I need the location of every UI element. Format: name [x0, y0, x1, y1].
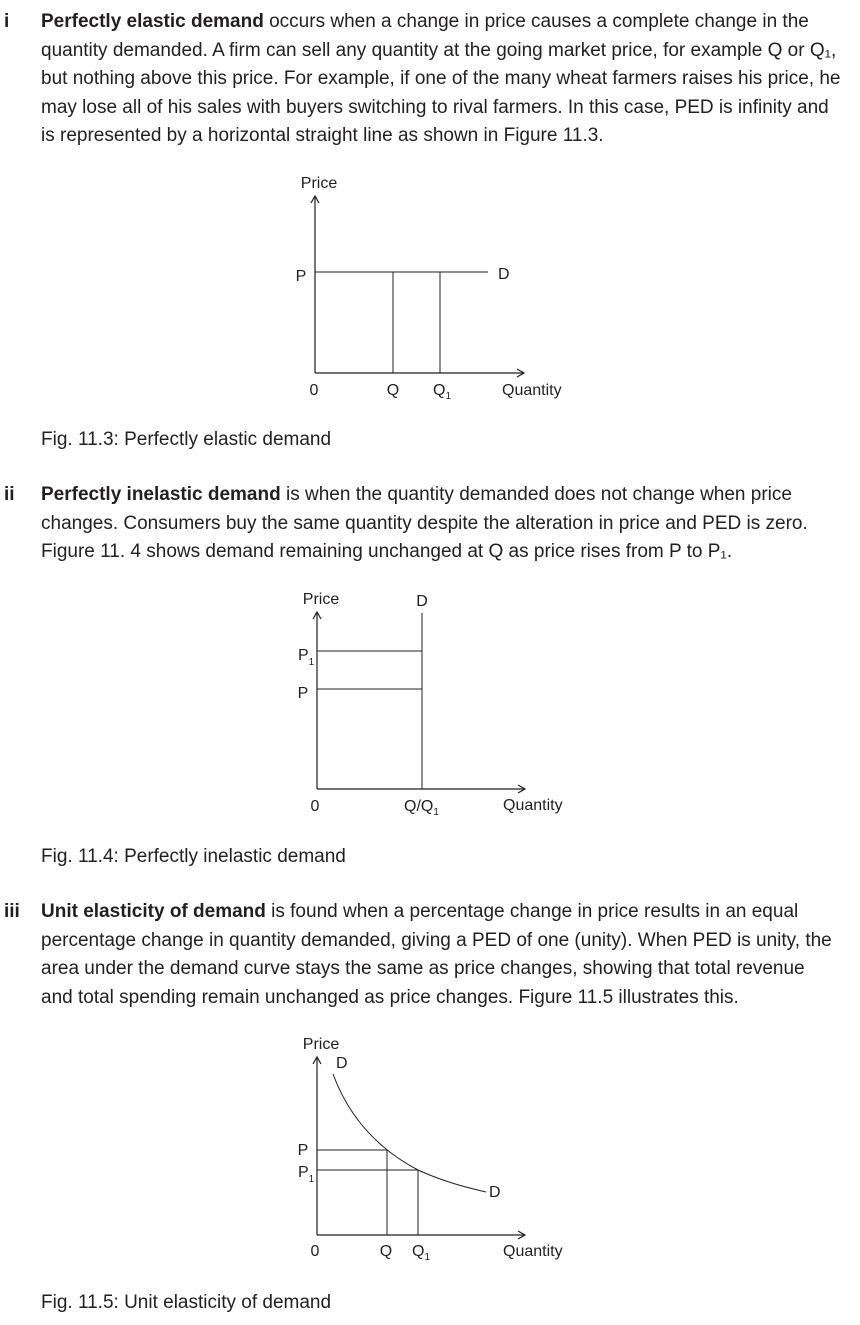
q1-label-sub: 1 [424, 1252, 430, 1263]
q1-label-sub: 1 [445, 391, 451, 402]
y-axis-arrow [310, 194, 320, 204]
q-label-sub: 1 [433, 807, 439, 818]
p-label: P [298, 1142, 309, 1159]
list-marker: i [4, 11, 10, 32]
q1-label: Q1 [433, 382, 451, 402]
q1-label: Q1 [412, 1243, 430, 1263]
figure-caption: Fig. 11.5: Unit elasticity of demand [41, 1292, 332, 1313]
section-paragraph: Unit elasticity of demand is found when … [41, 898, 841, 1012]
section-body: occurs when a change in price causes a c… [41, 11, 841, 146]
y-axis-arrow [312, 610, 322, 620]
section-term: Unit elasticity of demand [41, 901, 266, 922]
x-axis-label: Quantity [502, 382, 562, 399]
p-label: P [298, 685, 309, 702]
demand-top-label: D [336, 1055, 348, 1072]
q-label: Q [387, 382, 399, 399]
x-axis-label: Quantity [503, 1243, 563, 1260]
section-body: is found when a percentage change in pri… [41, 901, 832, 1008]
list-marker: ii [4, 484, 15, 505]
section-term: Perfectly elastic demand [41, 11, 264, 32]
demand-end-label: D [489, 1184, 501, 1201]
x-axis-arrow [517, 1230, 527, 1240]
x-axis-arrow [517, 784, 527, 794]
demand-label: D [416, 593, 428, 610]
figure-caption: Fig. 11.3: Perfectly elastic demand [41, 429, 332, 450]
p1-label: P1 [298, 1164, 315, 1185]
p1-label-sub: 1 [309, 657, 315, 668]
q-label: Q/Q1 [404, 798, 439, 818]
figure-unit-elasticity: Price D D P P1 0 Q Q1 Quantity [298, 1036, 563, 1263]
q1-label-main: Q [433, 382, 445, 399]
section-body: is when the quantity demanded does not c… [41, 484, 808, 562]
origin-label: 0 [310, 382, 319, 399]
p1-label: P1 [298, 647, 315, 668]
list-marker: iii [4, 901, 20, 922]
x-axis-label: Quantity [503, 797, 563, 814]
y-axis-label: Price [303, 1036, 340, 1053]
figure-caption: Fig. 11.4: Perfectly inelastic demand [41, 846, 346, 867]
p1-label-main: P [298, 1164, 309, 1181]
q-label-main: Q/Q [404, 798, 433, 815]
y-axis-label: Price [303, 591, 340, 608]
price-label: P [296, 268, 307, 285]
figure-perfectly-elastic: Price P D 0 Q Q1 Quantity [296, 175, 562, 402]
x-axis-arrow [516, 368, 526, 378]
origin-label: 0 [311, 798, 320, 815]
section-term: Perfectly inelastic demand [41, 484, 281, 505]
y-axis-arrow [312, 1055, 322, 1065]
demand-label: D [498, 266, 510, 283]
origin-label: 0 [311, 1243, 320, 1260]
q1-label-main: Q [412, 1243, 424, 1260]
demand-curve [332, 1073, 487, 1193]
q-label: Q [380, 1243, 392, 1260]
section-paragraph: Perfectly elastic demand occurs when a c… [41, 8, 841, 151]
y-axis-label: Price [301, 175, 338, 192]
p1-label-sub: 1 [309, 1174, 315, 1185]
section-paragraph: Perfectly inelastic demand is when the q… [41, 481, 841, 567]
figure-perfectly-inelastic: Price D P1 P 0 Q/Q1 Quantity [298, 591, 563, 818]
p1-label-main: P [298, 647, 309, 664]
